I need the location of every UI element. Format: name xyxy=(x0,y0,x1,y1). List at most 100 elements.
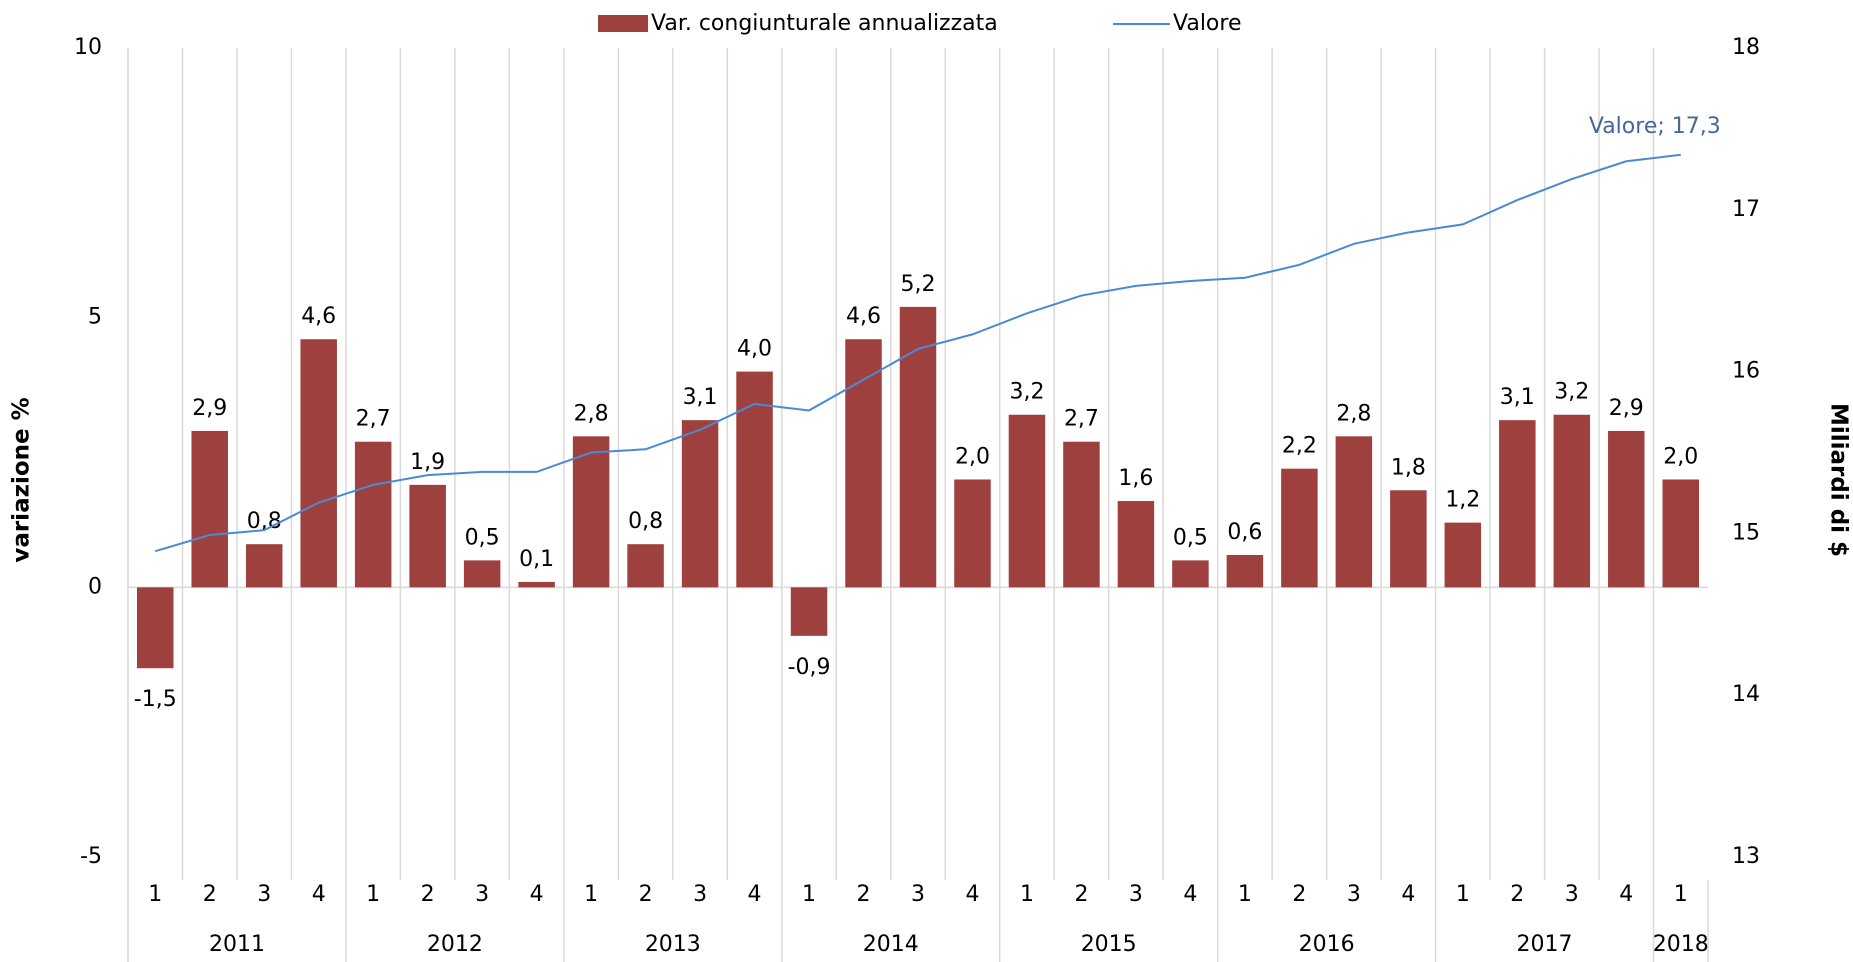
bar xyxy=(1608,430,1645,588)
x-tick-label: 1 xyxy=(1020,882,1034,907)
x-tick-label: 2 xyxy=(1292,882,1306,907)
data-label: 1,9 xyxy=(410,450,445,475)
y-tick-label: 5 xyxy=(88,305,102,330)
group-label: 2016 xyxy=(1299,932,1355,957)
bar xyxy=(1172,560,1209,588)
x-tick-label: 4 xyxy=(1183,882,1197,907)
bar xyxy=(1662,479,1700,588)
data-label: 2,9 xyxy=(192,396,227,421)
annotation: Valore; 17,3 xyxy=(1589,114,1721,139)
x-tick-label: 2 xyxy=(639,882,653,907)
y-tick-label: 0 xyxy=(88,574,102,599)
data-label: -1,5 xyxy=(134,687,177,712)
bar xyxy=(463,560,501,588)
bar xyxy=(627,544,664,588)
bar xyxy=(409,484,446,588)
bar xyxy=(1499,420,1536,588)
x-tick-label: 4 xyxy=(312,882,326,907)
data-label: 0,8 xyxy=(628,509,663,534)
data-label: 2,0 xyxy=(955,444,990,469)
group-label: 2015 xyxy=(1081,932,1137,957)
x-tick-label: 2 xyxy=(1074,882,1088,907)
data-label: 0,5 xyxy=(465,525,500,550)
y-tick-label: -5 xyxy=(80,844,102,869)
data-label: 0,1 xyxy=(519,547,554,572)
bar xyxy=(954,479,991,588)
bar xyxy=(1444,522,1482,588)
bar xyxy=(1281,468,1318,588)
bar xyxy=(1063,441,1100,588)
bar xyxy=(136,587,174,669)
bar xyxy=(1553,414,1591,588)
data-label: 4,6 xyxy=(301,304,336,329)
legend-label: Var. congiunturale annualizzata xyxy=(651,11,998,36)
bar xyxy=(300,339,337,588)
bar xyxy=(1335,436,1373,588)
x-tick-label: 2 xyxy=(203,882,217,907)
data-label: 1,6 xyxy=(1118,466,1153,491)
group-label: 2017 xyxy=(1517,932,1573,957)
data-label: 3,2 xyxy=(1554,380,1589,405)
group-label: 2018 xyxy=(1653,932,1709,957)
y2-tick-label: 14 xyxy=(1732,682,1760,707)
x-tick-label: 1 xyxy=(1674,882,1688,907)
data-label: 2,9 xyxy=(1609,396,1644,421)
data-label: 2,7 xyxy=(356,407,391,432)
y-axis-label: variazione % xyxy=(9,397,35,562)
bar xyxy=(354,441,392,588)
x-tick-label: 1 xyxy=(1238,882,1252,907)
x-tick-label: 4 xyxy=(530,882,544,907)
group-label: 2011 xyxy=(209,932,265,957)
bar xyxy=(845,339,882,588)
data-label: 1,8 xyxy=(1391,455,1426,480)
line xyxy=(154,153,1681,553)
data-label: 0,6 xyxy=(1227,520,1262,545)
data-label: 2,0 xyxy=(1663,444,1698,469)
bar xyxy=(790,587,828,636)
data-label: 3,2 xyxy=(1009,380,1044,405)
y-tick-label: 10 xyxy=(74,35,102,60)
x-tick-label: 1 xyxy=(148,882,162,907)
legend-label: Valore xyxy=(1173,11,1242,36)
x-tick-label: 4 xyxy=(965,882,979,907)
x-tick-label: 3 xyxy=(911,882,925,907)
x-tick-label: 3 xyxy=(475,882,489,907)
x-tick-label: 4 xyxy=(1401,882,1415,907)
bar xyxy=(572,436,610,588)
data-label: -0,9 xyxy=(788,655,831,680)
x-tick-label: 3 xyxy=(1565,882,1579,907)
data-label: 2,8 xyxy=(574,401,609,426)
data-label: 3,1 xyxy=(683,385,718,410)
bar xyxy=(191,430,228,588)
bar xyxy=(1390,490,1427,588)
y2-tick-label: 15 xyxy=(1732,520,1760,545)
x-tick-label: 4 xyxy=(748,882,762,907)
y2-tick-label: 16 xyxy=(1732,359,1760,384)
bar xyxy=(736,371,773,588)
group-label: 2012 xyxy=(427,932,483,957)
bar xyxy=(681,420,719,588)
x-tick-label: 2 xyxy=(1510,882,1524,907)
data-label: 3,1 xyxy=(1500,385,1535,410)
data-label: 4,6 xyxy=(846,304,881,329)
y2-tick-label: 18 xyxy=(1732,35,1760,60)
y2-tick-label: 13 xyxy=(1732,844,1760,869)
x-tick-label: 3 xyxy=(693,882,707,907)
x-tick-label: 2 xyxy=(857,882,871,907)
data-label: 2,7 xyxy=(1064,407,1099,432)
legend-swatch xyxy=(598,15,648,32)
bar xyxy=(899,306,937,588)
x-tick-label: 3 xyxy=(1129,882,1143,907)
group-label: 2014 xyxy=(863,932,919,957)
y2-tick-label: 17 xyxy=(1732,197,1760,222)
x-tick-label: 2 xyxy=(421,882,435,907)
y2-axis-label: Miliardi di $ xyxy=(1826,403,1852,557)
data-label: 1,2 xyxy=(1445,488,1480,513)
x-tick-label: 1 xyxy=(584,882,598,907)
bar xyxy=(518,581,555,588)
bar xyxy=(1226,554,1264,588)
data-label: 2,8 xyxy=(1336,401,1371,426)
data-label: 4,0 xyxy=(737,337,772,362)
